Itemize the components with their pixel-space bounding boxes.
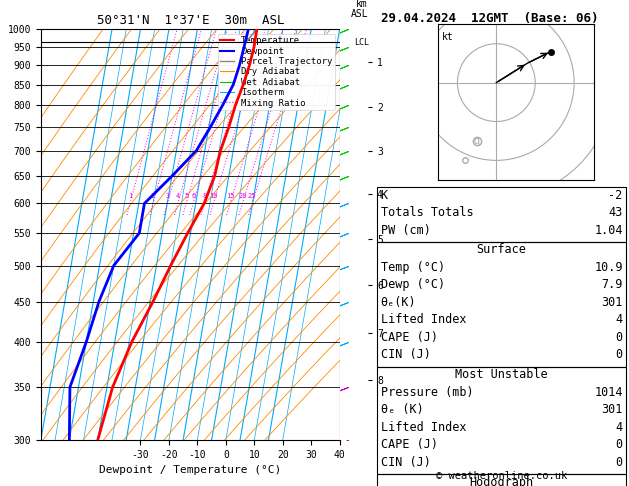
Text: CIN (J): CIN (J) <box>381 348 430 362</box>
Text: K: K <box>381 189 387 202</box>
Text: 15: 15 <box>226 193 235 199</box>
Text: 1.04: 1.04 <box>594 224 623 237</box>
X-axis label: Dewpoint / Temperature (°C): Dewpoint / Temperature (°C) <box>99 465 281 475</box>
Text: Hodograph: Hodograph <box>470 476 533 486</box>
Text: 1014: 1014 <box>594 386 623 399</box>
Text: 0: 0 <box>616 331 623 344</box>
Text: 29.04.2024  12GMT  (Base: 06): 29.04.2024 12GMT (Base: 06) <box>381 12 598 25</box>
Text: Temp (°C): Temp (°C) <box>381 261 445 274</box>
Text: PW (cm): PW (cm) <box>381 224 430 237</box>
Text: Surface: Surface <box>477 243 526 257</box>
Text: 43: 43 <box>608 206 623 219</box>
Text: CAPE (J): CAPE (J) <box>381 438 438 451</box>
Text: 2: 2 <box>151 193 155 199</box>
Text: © weatheronline.co.uk: © weatheronline.co.uk <box>436 471 567 481</box>
Text: 4: 4 <box>616 313 623 327</box>
Text: 0: 0 <box>616 348 623 362</box>
Text: 5: 5 <box>184 193 188 199</box>
Text: Lifted Index: Lifted Index <box>381 313 466 327</box>
Text: θₑ(K): θₑ(K) <box>381 296 416 309</box>
Text: 8: 8 <box>203 193 206 199</box>
Text: 10.9: 10.9 <box>594 261 623 274</box>
Text: 4: 4 <box>175 193 180 199</box>
Text: 4: 4 <box>616 421 623 434</box>
Text: km
ASL: km ASL <box>350 0 368 19</box>
Text: kt: kt <box>442 32 454 42</box>
Text: 0: 0 <box>616 438 623 451</box>
Text: 7.9: 7.9 <box>601 278 623 292</box>
Text: LCL: LCL <box>353 37 369 47</box>
Text: Most Unstable: Most Unstable <box>455 368 548 382</box>
Text: 10: 10 <box>209 193 218 199</box>
Text: Lifted Index: Lifted Index <box>381 421 466 434</box>
Text: CAPE (J): CAPE (J) <box>381 331 438 344</box>
Text: 20: 20 <box>238 193 247 199</box>
Text: 25: 25 <box>248 193 257 199</box>
Text: CIN (J): CIN (J) <box>381 456 430 469</box>
Text: Dewp (°C): Dewp (°C) <box>381 278 445 292</box>
Text: 1: 1 <box>128 193 132 199</box>
Legend: Temperature, Dewpoint, Parcel Trajectory, Dry Adiabat, Wet Adiabat, Isotherm, Mi: Temperature, Dewpoint, Parcel Trajectory… <box>218 34 335 110</box>
Text: -2: -2 <box>608 189 623 202</box>
Text: θₑ (K): θₑ (K) <box>381 403 423 417</box>
Text: Pressure (mb): Pressure (mb) <box>381 386 473 399</box>
Text: q: q <box>474 136 480 146</box>
Text: 301: 301 <box>601 403 623 417</box>
Text: 0: 0 <box>616 456 623 469</box>
Text: 301: 301 <box>601 296 623 309</box>
Text: 6: 6 <box>191 193 195 199</box>
Y-axis label: hPa: hPa <box>0 225 2 244</box>
Text: 3: 3 <box>165 193 169 199</box>
Text: Totals Totals: Totals Totals <box>381 206 473 219</box>
Title: 50°31'N  1°37'E  30m  ASL: 50°31'N 1°37'E 30m ASL <box>96 14 284 27</box>
